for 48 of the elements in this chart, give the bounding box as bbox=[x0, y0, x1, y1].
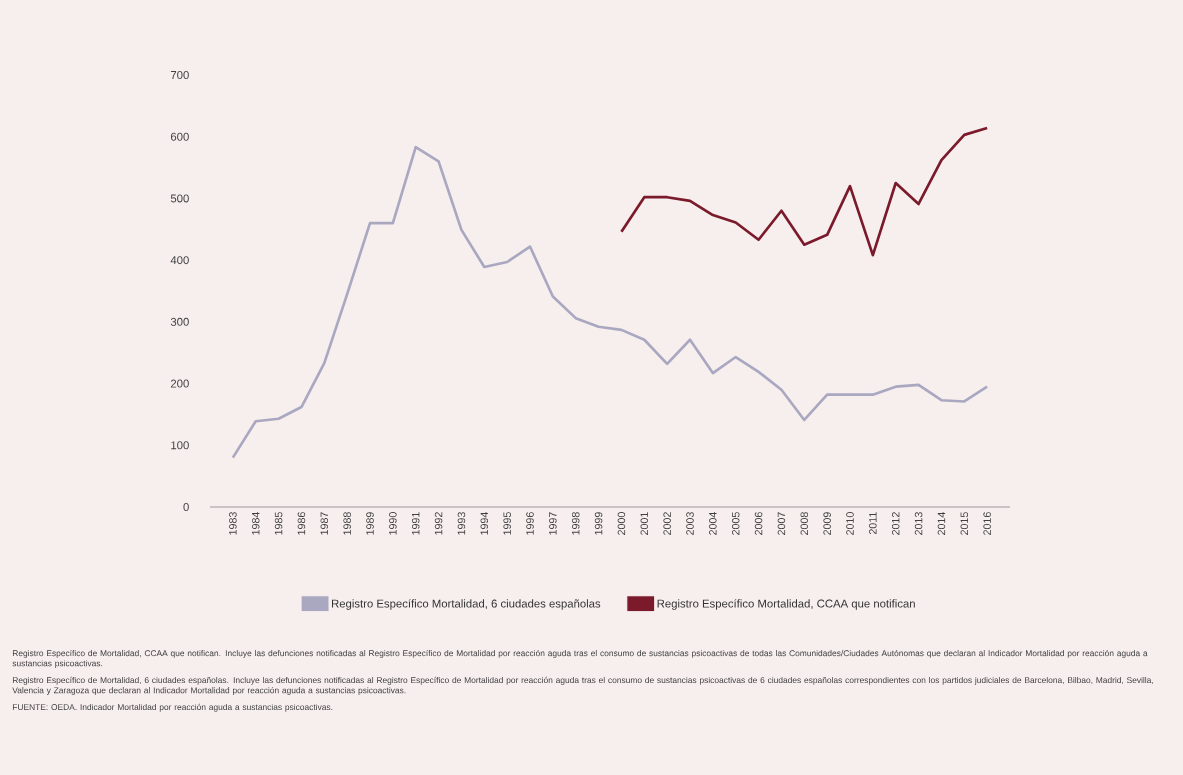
x-tick-label: 2005 bbox=[731, 512, 740, 535]
text: Registro Específico de Mortalidad, 6 ciudades españolas. Incluye las defunciones notificadas al Registro Específico de Mortalidad por reacción aguda tras el consumo de sustancias psicoactivas de 6 ciudades españolas correspondientes con los partidos judiciales de Barcelona, Bilbao, Madrid, Sevilla, Valencia y Zaragoza que declaran al Indicador Mortalidad por reacción aguda a sustancias psicoactivas. bbox=[12, 676, 1153, 695]
x-tick-label: 2000 bbox=[617, 512, 626, 535]
x-tick-label: 1985 bbox=[274, 512, 283, 535]
x-tick-label: 2002 bbox=[663, 512, 671, 535]
x-tick-label: 1988 bbox=[343, 512, 351, 535]
source-note: FUENTE: OEDA. Indicador Mortalidad por reacción aguda a sustancias psicoactivas. bbox=[12, 703, 333, 712]
x-tick-label: 2007 bbox=[777, 512, 786, 535]
y-tick-label: 600 bbox=[170, 132, 189, 141]
y-tick-label: 0 bbox=[183, 502, 189, 511]
x-tick-label: 1984 bbox=[251, 512, 260, 535]
legend-label: Registro Específico Mortalidad, 6 ciudades españolas bbox=[331, 599, 601, 610]
y-tick-label: 700 bbox=[170, 71, 189, 80]
y-tick-label: 400 bbox=[170, 256, 189, 265]
x-tick-label: 2016 bbox=[983, 512, 991, 535]
x-tick-label: 1990 bbox=[389, 512, 397, 535]
x-tick-label: 2009 bbox=[823, 512, 831, 535]
x-tick-label: 1999 bbox=[594, 512, 603, 535]
x-tick-label: 2006 bbox=[754, 512, 763, 535]
x-tick-label: 2013 bbox=[914, 512, 923, 535]
x-tick-label: 1983 bbox=[229, 512, 237, 535]
x-tick-label: 1991 bbox=[411, 512, 420, 535]
x-tick-label: 1987 bbox=[320, 512, 329, 535]
x-tick-label: 1994 bbox=[480, 512, 489, 535]
x-tick-label: 2010 bbox=[846, 512, 854, 535]
x-tick-label: 1992 bbox=[434, 512, 443, 535]
x-tick-label: 1998 bbox=[571, 512, 580, 535]
x-tick-label: 1997 bbox=[549, 512, 557, 535]
line-series bbox=[620, 126, 989, 257]
x-tick-label: 2014 bbox=[937, 512, 946, 535]
y-tick-label: 200 bbox=[170, 379, 189, 388]
y-tick-label: 100 bbox=[171, 441, 189, 450]
x-tick-label: 2011 bbox=[869, 512, 877, 535]
text: Registro Específico de Mortalidad, CCAA que notifican. Incluye las defunciones notificadas al Registro Específico de Mortalidad por reacción aguda tras el consumo de sustancias psicoactivas de todas las Comunidades/Ciudades Autónomas que declaran al Indicador Mortalidad por reacción aguda a sustancias psicoactivas. bbox=[12, 649, 1148, 668]
x-tick-label: 2015 bbox=[960, 512, 969, 535]
x-tick-label: 2012 bbox=[891, 512, 900, 535]
x-tick-label: 1993 bbox=[457, 512, 466, 535]
x-tick-label: 2003 bbox=[686, 512, 694, 535]
x-tick-label: 2008 bbox=[800, 512, 809, 535]
y-tick-label: 500 bbox=[170, 194, 189, 203]
x-tick-label: 1996 bbox=[526, 512, 534, 535]
y-tick-label: 300 bbox=[170, 317, 189, 326]
x-tick-label: 1986 bbox=[297, 512, 306, 535]
x-tick-label: 2004 bbox=[709, 512, 717, 535]
x-tick-label: 1989 bbox=[366, 512, 374, 535]
x-tick-label: 2001 bbox=[640, 512, 649, 535]
x-tick-label: 1995 bbox=[503, 512, 511, 535]
legend-label: Registro Específico Mortalidad, CCAA que notifican bbox=[657, 599, 915, 610]
